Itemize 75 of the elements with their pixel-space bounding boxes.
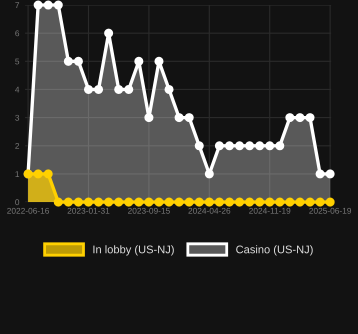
point	[94, 198, 104, 207]
point	[164, 198, 174, 207]
point	[285, 198, 294, 207]
point	[174, 198, 184, 207]
point	[34, 0, 43, 10]
point	[295, 113, 304, 122]
point	[316, 198, 325, 207]
point	[184, 198, 194, 207]
point	[224, 141, 234, 150]
point	[285, 113, 294, 122]
point	[134, 198, 144, 207]
point	[74, 56, 83, 66]
point	[265, 141, 274, 150]
legend-label: Casino (US-NJ)	[236, 245, 313, 256]
point	[174, 113, 184, 122]
point	[74, 198, 83, 207]
x-tick-label: 2024-11-19	[249, 208, 290, 214]
x-tick-label: 2022-06-16	[7, 208, 50, 214]
point	[34, 169, 43, 178]
y-tick-label: 2	[15, 142, 20, 149]
point	[265, 198, 274, 207]
point	[245, 198, 254, 207]
point	[64, 56, 73, 66]
point	[54, 198, 63, 207]
point	[224, 198, 234, 207]
y-tick-label: 7	[15, 2, 20, 8]
point	[204, 198, 214, 207]
x-tick-label: 2023-09-15	[128, 208, 170, 214]
point	[305, 198, 315, 207]
point	[316, 169, 325, 178]
point	[305, 113, 315, 122]
point	[84, 84, 94, 94]
point	[235, 198, 244, 207]
point	[54, 0, 63, 10]
point	[64, 198, 73, 207]
y-tick-label: 0	[15, 199, 20, 206]
point	[154, 198, 164, 207]
point	[44, 0, 53, 10]
point	[214, 198, 224, 207]
point	[235, 141, 244, 150]
point	[94, 84, 104, 94]
point	[194, 141, 204, 150]
point	[44, 169, 53, 178]
point	[124, 198, 134, 207]
point	[255, 141, 264, 150]
point	[114, 198, 124, 207]
point	[275, 198, 284, 207]
point	[104, 198, 114, 207]
y-tick-label: 1	[16, 171, 20, 177]
point	[114, 84, 124, 94]
y-tick-label: 5	[15, 58, 20, 64]
point	[326, 169, 335, 178]
point	[245, 141, 254, 150]
point	[104, 28, 114, 38]
point	[84, 198, 94, 207]
point	[275, 141, 284, 150]
point	[255, 198, 264, 207]
point	[295, 198, 304, 207]
point	[134, 56, 144, 66]
point	[326, 198, 335, 207]
point	[124, 84, 134, 94]
point	[184, 113, 194, 122]
point	[144, 198, 154, 207]
x-tick-label: 2023-01-31	[68, 208, 110, 214]
y-tick-label: 6	[15, 30, 20, 36]
point	[144, 113, 154, 122]
legend-label: In lobby (US-NJ)	[93, 245, 174, 256]
point	[154, 56, 164, 66]
x-tick-label: 2025-06-19	[309, 208, 352, 214]
point	[194, 198, 204, 207]
point	[214, 141, 224, 150]
y-tick-label: 3	[15, 114, 20, 121]
x-tick-label: 2024-04-26	[188, 208, 230, 214]
y-tick-label: 4	[15, 86, 20, 92]
point	[164, 84, 174, 94]
